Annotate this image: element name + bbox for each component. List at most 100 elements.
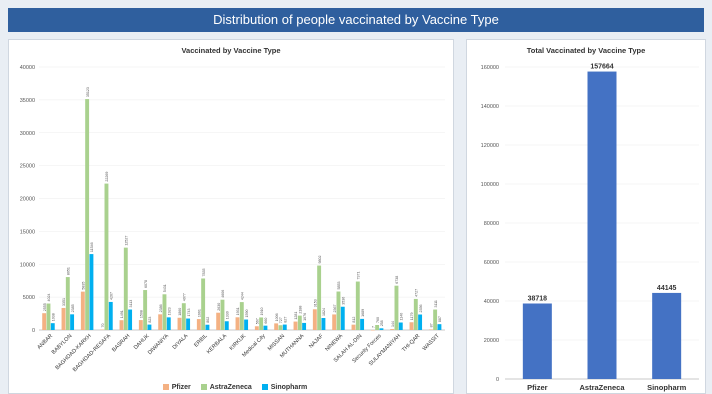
left-ytick-label: 35000 (20, 98, 35, 104)
xtick-label-kerbala: KERBALA (206, 333, 228, 355)
bar-astrazeneca-dahuk (143, 290, 148, 330)
bar-sinopharm-muthanna (302, 322, 307, 330)
right-ytick-label: 0 (496, 377, 499, 383)
data-label-astrazeneca-missan: 727 (279, 317, 283, 323)
bar-sinopharm-security-forces (379, 328, 384, 330)
legend-swatch-astrazeneca (200, 384, 207, 391)
xtick-label-thi-qar: THI-QAR (401, 333, 421, 353)
data-label-sinopharm-sulaymaniyah: 1140 (399, 313, 403, 321)
data-label-astrazeneca-erbil: 7835 (202, 268, 206, 276)
data-label-pfizer-babylon: 3351 (62, 298, 66, 306)
data-label-sinopharm-baghdad-karkh: 11546 (90, 242, 94, 252)
data-label-pfizer-kirkuk: 1931 (236, 307, 240, 315)
bar-sinopharm-missan (282, 324, 287, 330)
right-ytick-label: 160000 (481, 65, 499, 71)
bar-sinopharm-babylon (70, 314, 75, 330)
total-by-vaccine-chart: Total Vaccinated by Vaccine Type 0 20000 4… (466, 39, 706, 394)
bar-sinopharm-diyala (186, 318, 191, 330)
bar-pfizer-babylon (61, 307, 66, 330)
bar-sinopharm-ninewa (340, 306, 345, 330)
right-chart-svg: 0 20000 40000 60000 80000 100000 120000 140000 1… (481, 64, 699, 392)
right-ytick-label: 120000 (481, 143, 499, 149)
left-ytick-label: 10000 (20, 262, 35, 268)
xtick-label-basrah: BASRAH (111, 333, 131, 353)
bar-sinopharm-wassit (437, 324, 442, 330)
bar-astrazeneca-diyala (181, 303, 186, 330)
bar-sinopharm-kerbala (224, 321, 229, 330)
data-label-pfizer-sulaymaniyah: 144 (391, 321, 395, 327)
total-label-pfizer: 38718 (528, 295, 548, 302)
bar-sinopharm-sulaymaniyah (398, 322, 403, 330)
data-label-sinopharm-najaf: 1824 (322, 308, 326, 316)
left-ytick-label: 30000 (20, 131, 35, 137)
data-label-astrazeneca-baghdad-karkh: 35123 (86, 87, 90, 97)
bar-pfizer-anbar (42, 313, 47, 330)
data-label-astrazeneca-muthanna: 2188 (299, 306, 303, 314)
data-label-sinopharm-muthanna: 1076 (303, 313, 307, 321)
data-label-sinopharm-missan: 827 (283, 317, 287, 323)
data-label-astrazeneca-salah-al-din: 7371 (357, 272, 361, 280)
data-label-pfizer-erbil: 1661 (198, 309, 202, 317)
bar-astrazeneca-kirkuk (239, 302, 244, 330)
xtick-label-wassit: WASSIT (422, 333, 441, 352)
bar-pfizer-ninewa (332, 314, 337, 330)
bar-pfizer-security-forces (370, 329, 375, 331)
left-ytick-label: 5000 (23, 295, 35, 301)
data-label-pfizer-dahuk: 1508 (140, 310, 144, 318)
bar-astrazeneca-muthanna (297, 315, 302, 330)
left-chart-legend: Pfizer AstraZeneca Sinopharm (9, 384, 453, 391)
data-label-pfizer-missan: 1006 (275, 313, 279, 321)
data-label-sinopharm-security-forces: 258 (380, 320, 384, 326)
data-label-sinopharm-diwaniya: 1923 (167, 307, 171, 315)
bar-astrazeneca-wassit (433, 309, 438, 330)
bar-astrazeneca-security-forces (375, 325, 380, 330)
bar-astrazeneca-thi-qar (413, 298, 418, 330)
data-label-astrazeneca-kirkuk: 4244 (241, 292, 245, 300)
xtick-label-diwaniya: DIWANIYA (147, 333, 170, 356)
data-label-astrazeneca-anbar: 4024 (47, 294, 51, 302)
data-label-sinopharm-anbar: 1038 (51, 313, 55, 321)
bar-astrazeneca-diwaniya (162, 294, 167, 330)
data-label-sinopharm-baghdad-resafa: 4267 (109, 292, 113, 300)
xtick-label-missan: MISSAN (267, 333, 286, 352)
left-ytick-label: 15000 (20, 229, 35, 235)
bar-pfizer-thi-qar (409, 322, 414, 330)
bar-pfizer-sulaymaniyah (390, 329, 395, 330)
legend-label-pfizer: Pfizer (171, 384, 191, 391)
data-label-pfizer-thi-qar: 1179 (410, 313, 414, 321)
bar-astrazeneca-salah-al-din (355, 281, 360, 330)
data-label-pfizer-ninewa: 2367 (333, 304, 337, 312)
xtick-label-najaf: NAJAF (308, 333, 325, 350)
page-banner: Distribution of people vaccinated by Vac… (8, 8, 704, 32)
data-label-sinopharm-salah-al-din: 1689 (361, 309, 365, 317)
legend-swatch-pfizer (162, 384, 169, 391)
bar-pfizer-diyala (177, 317, 182, 330)
legend-label-sinopharm: Sinopharm (270, 384, 308, 391)
bar-sinopharm-kirkuk (244, 319, 249, 330)
bar-pfizer-salah-al-din (351, 324, 356, 330)
data-label-sinopharm-thi-qar: 2356 (419, 305, 423, 313)
bar-pfizer-medical-city (254, 326, 259, 330)
xtick-label-erbil: ERBIL (193, 333, 208, 348)
bar-pfizer-diwaniya (158, 314, 163, 330)
data-label-pfizer-basrah: 1491 (120, 310, 124, 318)
bar-pfizer-erbil (196, 319, 201, 330)
data-label-astrazeneca-babylon: 8051 (67, 267, 71, 275)
vaccine-type-by-region-chart: Vaccinated by Vaccine Type 0 5000 10000 150… (8, 39, 454, 394)
data-label-astrazeneca-ninewa: 5853 (337, 282, 341, 290)
data-label-pfizer-baghdad-resafa: 70 (101, 324, 105, 328)
left-ytick-label: 0 (32, 328, 35, 334)
data-label-astrazeneca-najaf: 9802 (318, 256, 322, 264)
bar-sinopharm-salah-al-din (360, 318, 365, 330)
xtick-label-dahuk: DAHUK (133, 333, 151, 351)
xtick-label-baghdad-karkh: BAGHDAD-KARKH (55, 333, 93, 371)
data-label-sinopharm-wassit: 887 (438, 316, 442, 322)
bar-sinopharm-baghdad-resafa (108, 301, 113, 330)
data-label-astrazeneca-dahuk: 6078 (144, 280, 148, 288)
bar-astrazeneca-missan (278, 325, 283, 330)
data-label-astrazeneca-thi-qar: 4727 (415, 289, 419, 297)
total-label-astrazeneca: 157664 (590, 64, 613, 71)
data-label-sinopharm-diyala: 1743 (187, 309, 191, 317)
right-xtick-label-astrazeneca: AstraZeneca (579, 383, 625, 392)
data-label-sinopharm-kerbala: 1330 (225, 311, 229, 319)
